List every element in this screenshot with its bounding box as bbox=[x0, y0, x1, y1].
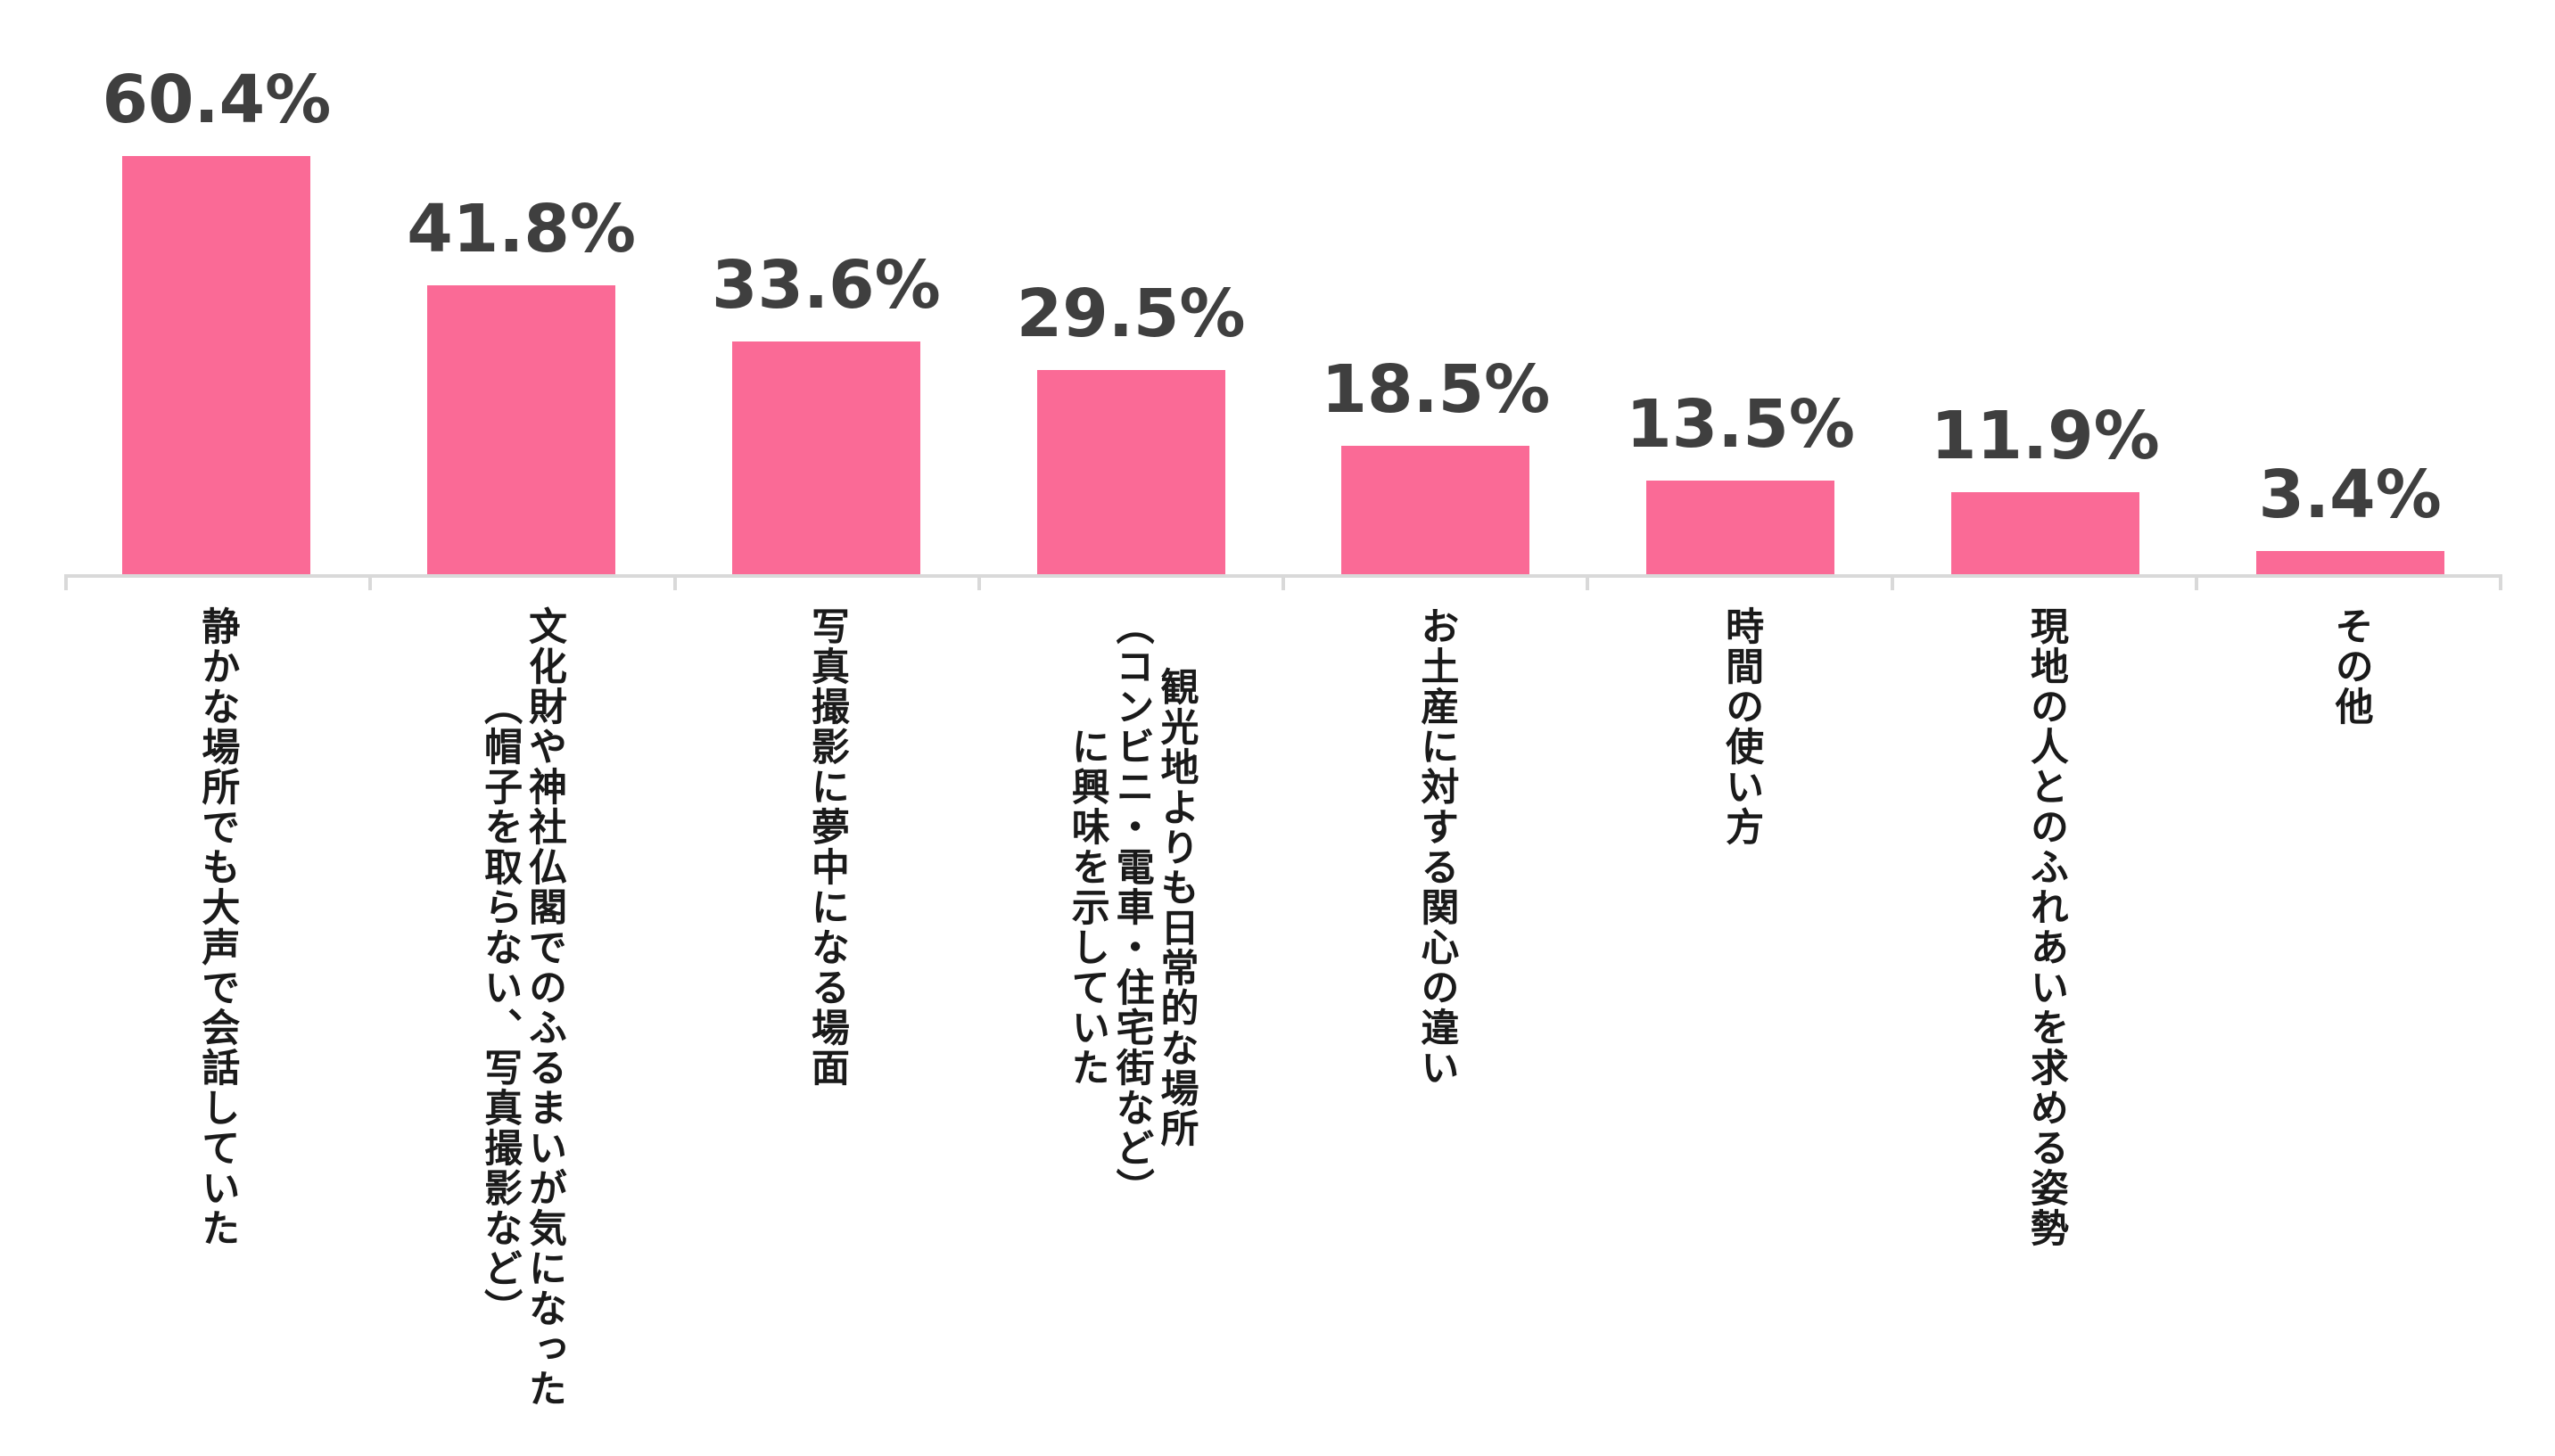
category-label-cell: お土産に対する関心の違い bbox=[1283, 606, 1588, 1088]
category-label: 時間の使い方 bbox=[1718, 606, 1764, 847]
value-label: 29.5% bbox=[1016, 276, 1246, 352]
category-label-cell: その他 bbox=[2197, 606, 2502, 727]
category-label-cell: 時間の使い方 bbox=[1588, 606, 1893, 847]
x-axis-ticks bbox=[64, 578, 2502, 590]
bar-column: 60.4% bbox=[64, 0, 369, 574]
category-label: 静かな場所でも大声で会話していた bbox=[194, 606, 240, 1248]
value-label: 13.5% bbox=[1626, 386, 1855, 463]
bar bbox=[1950, 492, 2139, 574]
category-label-cell: 写真撮影に夢中になる場面 bbox=[674, 606, 979, 1088]
bar bbox=[1646, 481, 1835, 574]
axis-tick bbox=[1586, 578, 1890, 590]
bar bbox=[1036, 370, 1225, 574]
category-label-cell: 静かな場所でも大声で会話していた bbox=[64, 606, 369, 1248]
axis-tick bbox=[2194, 578, 2502, 590]
value-label: 3.4% bbox=[2258, 457, 2442, 533]
bar-column: 11.9% bbox=[1893, 0, 2198, 574]
axis-tick bbox=[368, 578, 672, 590]
x-axis-labels: 静かな場所でも大声で会話していた 文化財や神社仏閣でのふるまいが気になった （帽… bbox=[64, 606, 2502, 1409]
bar-column: 3.4% bbox=[2197, 0, 2502, 574]
axis-tick bbox=[1890, 578, 2195, 590]
category-label: 文化財や神社仏閣でのふるまいが気になった （帽子を取らない、写真撮影など） bbox=[477, 606, 567, 1409]
category-label: 写真撮影に夢中になる場面 bbox=[804, 606, 850, 1088]
bar-column: 33.6% bbox=[674, 0, 979, 574]
value-label: 18.5% bbox=[1321, 351, 1551, 428]
category-label: その他 bbox=[2328, 606, 2374, 727]
bar bbox=[427, 285, 616, 574]
category-label-cell: 文化財や神社仏閣でのふるまいが気になった （帽子を取らない、写真撮影など） bbox=[369, 606, 674, 1409]
bar bbox=[2255, 551, 2444, 574]
value-label: 41.8% bbox=[407, 191, 636, 267]
category-label: 観光地よりも日常的な場所 （コンビニ・電車・住宅街など） に興味を示していた bbox=[1065, 606, 1199, 1208]
category-label-cell: 現地の人とのふれあいを求める姿勢 bbox=[1893, 606, 2198, 1248]
value-label: 11.9% bbox=[1931, 398, 2160, 474]
bar bbox=[1341, 446, 1530, 574]
bar-column: 18.5% bbox=[1283, 0, 1588, 574]
axis-tick bbox=[1282, 578, 1586, 590]
value-label: 33.6% bbox=[712, 247, 941, 324]
bar bbox=[122, 156, 311, 574]
bar bbox=[731, 341, 920, 574]
axis-tick bbox=[64, 578, 368, 590]
bar-column: 41.8% bbox=[369, 0, 674, 574]
plot-area: 60.4% 41.8% 33.6% 29.5% 18.5% 13.5% 11.9… bbox=[64, 0, 2502, 574]
bar-column: 29.5% bbox=[978, 0, 1283, 574]
bar-column: 13.5% bbox=[1588, 0, 1893, 574]
value-label: 60.4% bbox=[102, 62, 332, 138]
axis-tick bbox=[977, 578, 1282, 590]
x-axis-line bbox=[64, 574, 2502, 578]
category-label-cell: 観光地よりも日常的な場所 （コンビニ・電車・住宅街など） に興味を示していた bbox=[978, 606, 1283, 1208]
category-label: お土産に対する関心の違い bbox=[1413, 606, 1459, 1088]
category-label: 現地の人とのふれあいを求める姿勢 bbox=[2023, 606, 2069, 1248]
axis-tick bbox=[672, 578, 977, 590]
